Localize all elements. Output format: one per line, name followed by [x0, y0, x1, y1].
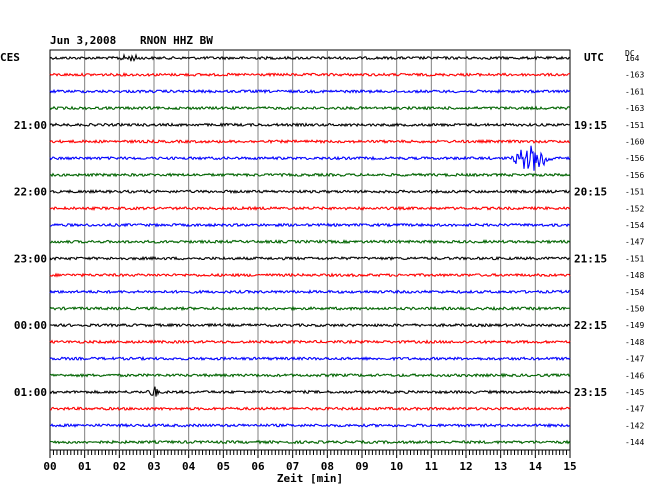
trace-row-5: [49, 138, 571, 145]
dc-offset-row-4: -151: [625, 121, 644, 130]
trace-row-16: [49, 322, 571, 328]
trace-row-17: [49, 339, 571, 345]
x-tick-label: 11: [425, 460, 439, 473]
x-tick-label: 15: [563, 460, 576, 473]
trace-row-1: [49, 71, 571, 78]
utc-time-label: 19:15: [574, 119, 607, 132]
x-tick-label: 01: [78, 460, 92, 473]
local-time-label: 00:00: [14, 319, 47, 332]
dc-offset-row-15: -150: [625, 305, 644, 314]
dc-offset-row-22: -142: [625, 421, 644, 430]
dc-offset-row-3: -163: [625, 104, 644, 113]
trace-row-23: [49, 439, 571, 445]
x-tick-label: 07: [286, 460, 299, 473]
x-tick-label: 00: [43, 460, 56, 473]
x-tick-label: 05: [217, 460, 230, 473]
trace-row-15: [49, 305, 571, 312]
dc-offset-row-20: -145: [625, 388, 644, 397]
trace-row-13: [49, 272, 571, 278]
dc-offset-heading: DC: [625, 49, 635, 58]
x-tick-label: 10: [390, 460, 403, 473]
dc-offset-row-23: -144: [625, 438, 644, 447]
x-tick-label: 03: [147, 460, 160, 473]
station-name: RNON HHZ BW: [140, 34, 213, 47]
trace-row-9: [49, 205, 571, 211]
dc-offset-row-14: -154: [625, 288, 644, 297]
utc-time-label: 21:15: [574, 252, 607, 265]
trace-row-3: [49, 105, 571, 111]
left-timezone-label: CES: [0, 51, 20, 64]
utc-time-label: 20:15: [574, 186, 607, 199]
trace-row-2: [49, 88, 571, 94]
local-time-label: 23:00: [14, 252, 47, 265]
dc-offset-row-9: -152: [625, 204, 644, 213]
x-tick-label: 14: [529, 460, 543, 473]
dc-offset-row-1: -163: [625, 71, 644, 80]
x-axis-label: Zeit [min]: [277, 472, 343, 485]
x-tick-label: 06: [251, 460, 265, 473]
trace-row-7: [49, 172, 571, 178]
trace-row-12: [49, 255, 571, 261]
dc-offset-row-12: -151: [625, 254, 644, 263]
dc-offset-row-0: 164: [625, 54, 640, 63]
dc-offset-row-19: -146: [625, 371, 644, 380]
dc-offset-row-10: -154: [625, 221, 644, 230]
trace-row-0: [49, 52, 571, 62]
plot-frame: [49, 49, 571, 451]
utc-time-label: 22:15: [574, 319, 607, 332]
local-time-label: 01:00: [14, 386, 47, 399]
trace-row-6: [49, 145, 571, 171]
trace-row-14: [49, 289, 571, 295]
trace-row-8: [49, 188, 571, 195]
dc-offset-row-7: -156: [625, 171, 644, 180]
dc-offset-row-21: -147: [625, 405, 644, 414]
x-tick-label: 08: [321, 460, 334, 473]
utc-time-label: 23:15: [574, 386, 607, 399]
x-tick-label: 09: [355, 460, 368, 473]
trace-row-10: [49, 222, 571, 228]
x-tick-label: 12: [459, 460, 472, 473]
dc-offset-row-11: -147: [625, 238, 644, 247]
trace-row-22: [49, 422, 571, 429]
dc-offset-row-16: -149: [625, 321, 644, 330]
trace-row-19: [49, 372, 571, 379]
trace-row-21: [49, 406, 571, 412]
x-tick-label: 02: [113, 460, 126, 473]
dc-offset-row-6: -156: [625, 154, 644, 163]
recording-date: Jun 3,2008: [50, 34, 117, 47]
dc-offset-row-5: -160: [625, 138, 644, 147]
dc-offset-row-17: -148: [625, 338, 644, 347]
x-tick-label: 04: [182, 460, 196, 473]
trace-row-20: [49, 386, 571, 397]
trace-row-18: [49, 355, 571, 362]
right-timezone-label: UTC: [584, 51, 604, 64]
local-time-label: 21:00: [14, 119, 47, 132]
dc-offset-row-13: -148: [625, 271, 644, 280]
dc-offset-row-18: -147: [625, 355, 644, 364]
dc-offset-row-2: -161: [625, 87, 644, 96]
trace-row-4: [49, 122, 571, 128]
trace-row-11: [49, 239, 571, 245]
local-time-label: 22:00: [14, 186, 47, 199]
x-tick-label: 13: [494, 460, 507, 473]
dc-offset-row-8: -151: [625, 188, 644, 197]
